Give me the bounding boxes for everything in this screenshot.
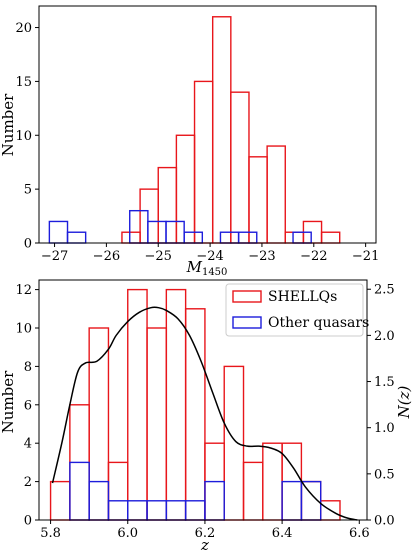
top-bar-other-quasars-5 — [183, 231, 204, 244]
top-bar-shellqs-2 — [157, 166, 178, 244]
bottom-y-tick-label: 10 — [15, 322, 32, 337]
top-bar-shellqs-6 — [230, 91, 250, 244]
top-bar-shellqs-4 — [193, 80, 214, 244]
bottom-bar-other-quasars-2 — [107, 500, 129, 521]
bottom-bar-other-quasars-1 — [88, 480, 110, 521]
bottom-x-tick-label: 5.8 — [40, 526, 61, 541]
top-y-tick-label: 15 — [15, 75, 32, 90]
top-bar-other-quasars-1 — [66, 231, 87, 244]
bottom-right-y-tick-label: 1.0 — [374, 421, 395, 436]
bottom-x-axis-title: z — [200, 536, 209, 554]
top-histogram-bars — [48, 16, 341, 244]
top-y-tick-label: 20 — [15, 21, 32, 36]
bottom-bar-other-quasars-8 — [281, 480, 303, 521]
redshift-distribution-curve — [51, 306, 358, 521]
bottom-bar-other-quasars-3 — [127, 500, 148, 521]
bottom-x-tick-label: 6.0 — [117, 526, 138, 541]
bottom-right-y-tick-label: 0.0 — [374, 514, 395, 529]
legend-swatch-other-quasars — [232, 316, 262, 329]
top-bar-other-quasars-7 — [237, 231, 258, 244]
top-bar-other-quasars-6 — [219, 231, 240, 244]
top-bar-shellqs-7 — [248, 156, 268, 244]
top-bar-shellqs-9 — [284, 231, 305, 244]
bottom-bar-other-quasars-5 — [165, 500, 187, 521]
top-bar-shellqs-0 — [121, 231, 141, 244]
top-bar-shellqs-8 — [266, 145, 286, 244]
top-x-tick-label: −23 — [248, 249, 275, 264]
bottom-plot-frame — [38, 279, 368, 521]
bottom-bar-shellqs-7 — [184, 308, 206, 521]
bottom-x-tick-label: 6.4 — [272, 526, 293, 541]
bottom-y-tick-label: 0 — [24, 514, 32, 529]
top-plot-frame — [38, 5, 377, 244]
bottom-bar-other-quasars-0 — [69, 461, 90, 521]
top-bar-shellqs-3 — [175, 134, 196, 244]
bottom-right-y-tick-label: 2.5 — [374, 283, 395, 298]
top-x-axis-title: M1450 — [186, 258, 228, 278]
bottom-bar-shellqs-5 — [146, 327, 168, 521]
top-bar-shellqs-1 — [139, 188, 159, 244]
bottom-right-y-tick-label: 0.5 — [374, 467, 395, 482]
top-y-axis-title: Number — [0, 93, 17, 156]
top-histogram-panel: −27 −26 −25 −24 −23 −22 −21 0 5 10 15 20 M1450 Num… — [0, 5, 379, 278]
top-bar-other-quasars-4 — [165, 220, 185, 244]
top-x-tick-label: −21 — [352, 249, 379, 264]
legend-swatch-shellqs — [232, 290, 262, 303]
top-x-tick-label: −24 — [196, 249, 223, 264]
bottom-right-y-tick-label: 2.0 — [374, 329, 395, 344]
bottom-bar-shellqs-4 — [127, 288, 148, 521]
bottom-x-tick-label: 6.2 — [195, 526, 216, 541]
bottom-y-tick-label: 6 — [24, 398, 32, 413]
bottom-bar-shellqs-11 — [262, 442, 283, 521]
bottom-y-axis-title: Number — [0, 370, 17, 433]
bottom-y-tick-label: 12 — [15, 283, 32, 298]
top-bar-other-quasars-2 — [129, 209, 149, 244]
bottom-y-tick-label: 2 — [24, 475, 32, 490]
bottom-y-ticks: 0 2 4 6 8 10 12 — [15, 283, 39, 529]
legend-box — [225, 283, 364, 337]
legend-label-shellqs: SHELLQs — [268, 289, 337, 305]
legend: SHELLQs Other quasars — [225, 283, 369, 337]
bottom-x-ticks: 5.8 6.0 6.2 6.4 6.6 — [40, 520, 370, 541]
bottom-bar-other-quasars-6 — [184, 500, 206, 521]
top-x-tick-label: −25 — [145, 249, 172, 264]
bottom-bar-shellqs-3 — [107, 461, 129, 521]
bottom-right-y-axis-title: N(z) — [395, 385, 413, 419]
top-x-ticks: −27 −26 −25 −24 −23 −22 −21 — [41, 243, 379, 264]
top-x-tick-label: −22 — [300, 249, 327, 264]
top-x-axis-title-sub: 1450 — [202, 267, 227, 278]
bottom-right-y-ticks: 0.0 0.5 1.0 1.5 2.0 2.5 — [367, 283, 395, 529]
bottom-bar-shellqs-2 — [88, 327, 110, 521]
bottom-bar-shellqs-9 — [223, 365, 245, 521]
top-bar-other-quasars-3 — [147, 220, 167, 244]
legend-label-other-quasars: Other quasars — [268, 315, 369, 331]
top-y-tick-label: 10 — [15, 129, 32, 144]
bottom-x-tick-label: 6.6 — [349, 526, 370, 541]
bottom-y-tick-label: 8 — [24, 360, 32, 375]
top-y-tick-label: 0 — [24, 237, 32, 252]
top-bar-shellqs-11 — [320, 231, 341, 244]
top-bar-other-quasars-0 — [48, 220, 69, 244]
bottom-bar-other-quasars-7 — [204, 480, 225, 521]
bottom-y-tick-label: 4 — [24, 437, 32, 452]
top-bar-shellqs-5 — [211, 16, 232, 244]
bottom-bar-shellqs-0 — [49, 480, 71, 521]
top-x-tick-label: −27 — [41, 249, 68, 264]
top-x-axis-title-main: M — [186, 258, 203, 276]
top-bar-other-quasars-8 — [292, 231, 312, 244]
bottom-bar-shellqs-10 — [242, 461, 264, 521]
bottom-right-y-tick-label: 1.5 — [374, 375, 395, 390]
top-x-tick-label: −26 — [93, 249, 120, 264]
top-y-tick-label: 5 — [24, 183, 32, 198]
bottom-histogram-panel: 5.8 6.0 6.2 6.4 6.6 0 2 4 6 8 10 12 0.0 0.5 1.0 1.5 2.… — [0, 279, 413, 554]
bottom-bar-other-quasars-4 — [146, 500, 168, 521]
top-y-ticks: 0 5 10 15 20 — [15, 21, 39, 252]
